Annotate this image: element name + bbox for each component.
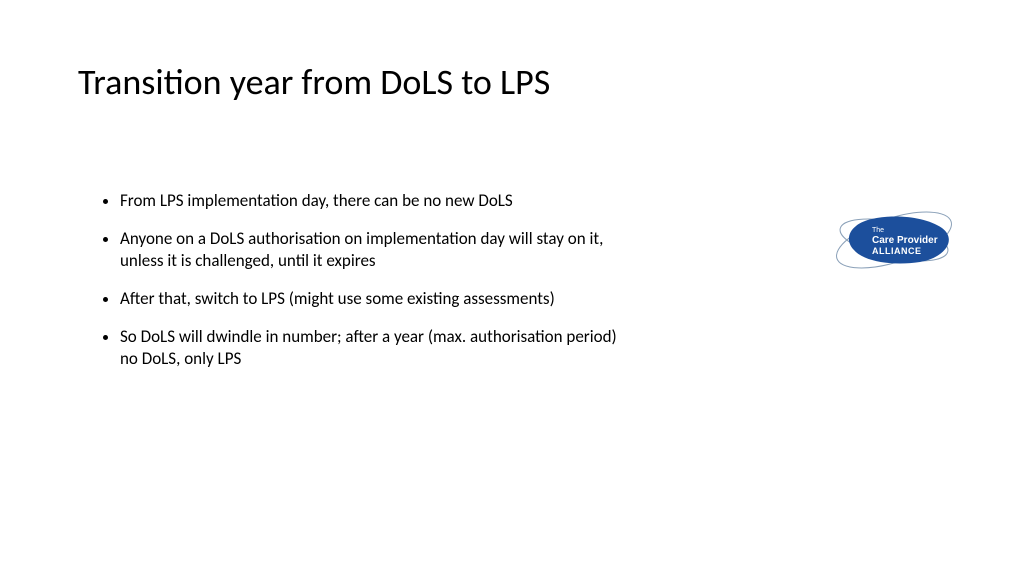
care-provider-alliance-logo: The Care Provider ALLIANCE	[824, 200, 964, 280]
list-item: From LPS implementation day, there can b…	[120, 190, 630, 212]
logo-text-line1: The	[872, 227, 884, 234]
slide-title: Transition year from DoLS to LPS	[78, 60, 550, 104]
logo-text-line3: ALLIANCE	[872, 246, 922, 256]
list-item: So DoLS will dwindle in number; after a …	[120, 326, 630, 370]
list-item: Anyone on a DoLS authorisation on implem…	[120, 228, 630, 272]
slide: Transition year from DoLS to LPS From LP…	[0, 0, 1024, 576]
list-item: After that, switch to LPS (might use som…	[120, 288, 630, 310]
logo-text-line2: Care Provider	[872, 235, 938, 246]
bullet-list: From LPS implementation day, there can b…	[100, 190, 630, 387]
